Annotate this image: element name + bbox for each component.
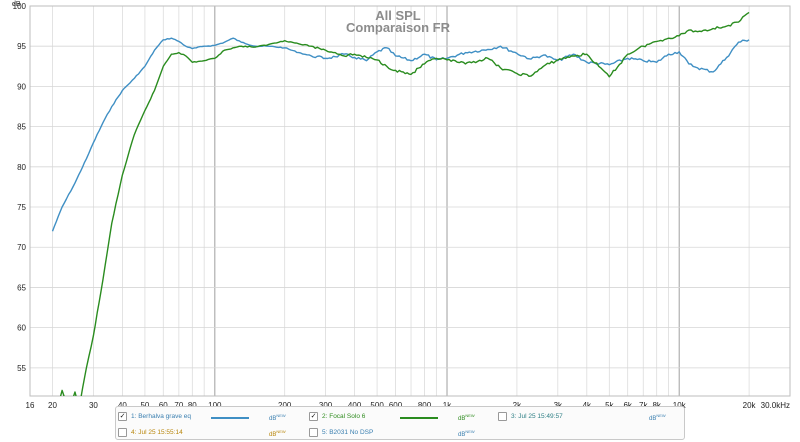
- legend-item-3[interactable]: 3: Jul 25 15:49:57: [498, 409, 563, 423]
- x-tick-label: 100: [208, 401, 222, 410]
- legend-unit-2: dBNEW: [458, 413, 475, 422]
- y-tick-label: 80: [17, 163, 26, 172]
- chart-title: All SPL: [375, 8, 421, 23]
- legend-checkbox-5[interactable]: [309, 427, 318, 437]
- legend-panel: ✓ 1: Berhalva grave eq dBNEW ✓ 2: Focal …: [115, 406, 685, 440]
- x-tick-label: 800: [418, 401, 432, 410]
- y-tick-label: 100: [13, 2, 27, 11]
- x-tick-label: 30.0kHz: [761, 401, 790, 410]
- grid: [29, 5, 791, 397]
- x-tick-label: 7k: [639, 401, 648, 410]
- legend-item-4[interactable]: 4: Jul 25 15:55:14: [118, 425, 183, 439]
- legend-label-3: 3: Jul 25 15:49:57: [511, 412, 563, 420]
- x-tick-label: 70: [174, 401, 183, 410]
- legend-item-1[interactable]: ✓ 1: Berhalva grave eq: [118, 409, 191, 423]
- series-line-2[interactable]: [53, 11, 750, 424]
- plot-frame: [29, 5, 791, 397]
- x-tick-label: 5k: [605, 401, 614, 410]
- legend-checkbox-2[interactable]: ✓: [309, 411, 318, 421]
- x-tick-label: 6k: [623, 401, 632, 410]
- x-tick-label: 16: [26, 401, 35, 410]
- y-tick-label: 55: [17, 364, 26, 373]
- x-tick-label: 400: [348, 401, 362, 410]
- y-tick-label: 75: [17, 203, 26, 212]
- x-tick-label: 8k: [652, 401, 661, 410]
- x-tick-label: 300: [319, 401, 333, 410]
- x-tick-label: 500: [370, 401, 384, 410]
- y-tick-label: 85: [17, 123, 26, 132]
- legend-label-2: 2: Focal Solo 6: [322, 412, 366, 420]
- legend-line-swatch-1: [211, 417, 249, 419]
- y-tick-label: 65: [17, 283, 26, 292]
- legend-item-2[interactable]: ✓ 2: Focal Solo 6: [309, 409, 365, 423]
- y-tick-label: 60: [17, 324, 26, 333]
- x-tick-label: 30: [89, 401, 98, 410]
- x-tick-label: 10k: [673, 401, 687, 410]
- x-tick-label: 20: [48, 401, 57, 410]
- x-tick-label: 40: [118, 401, 127, 410]
- tick-labels: 55 60 65 70 75 80 85 90 95 100 16 20 30 40 50 60 70 80 100…: [13, 2, 790, 410]
- legend-label-1: 1: Berhalva grave eq: [131, 412, 191, 420]
- legend-unit-3: dBNEW: [649, 413, 666, 422]
- plot-background: [30, 6, 790, 396]
- x-tick-label: 1k: [443, 401, 452, 410]
- legend-label-5: 5: B2031 No DSP: [322, 428, 374, 436]
- legend-unit-5: dBNEW: [458, 429, 475, 438]
- legend-item-5[interactable]: 5: B2031 No DSP: [309, 425, 373, 439]
- legend-checkbox-4[interactable]: [118, 427, 127, 437]
- x-tick-label: 3k: [554, 401, 563, 410]
- x-tick-label: 50: [140, 401, 149, 410]
- y-tick-label: 70: [17, 243, 26, 252]
- legend-checkbox-1[interactable]: ✓: [118, 411, 127, 421]
- y-tick-label: 90: [17, 82, 26, 91]
- legend-checkbox-3[interactable]: [498, 411, 507, 421]
- legend-unit-1: dBNEW: [269, 413, 286, 422]
- y-axis-unit-label: dB: [12, 1, 21, 8]
- legend-label-4: 4: Jul 25 15:55:14: [131, 428, 183, 436]
- x-tick-label: 200: [278, 401, 292, 410]
- legend-line-swatch-2: [400, 417, 438, 419]
- series-group: [51, 11, 750, 424]
- y-tick-label: 95: [17, 42, 26, 51]
- x-tick-label: 4k: [583, 401, 592, 410]
- x-tick-label: 60: [159, 401, 168, 410]
- legend-unit-4: dBNEW: [269, 429, 286, 438]
- x-tick-label: 600: [389, 401, 403, 410]
- x-tick-label: 2k: [513, 401, 522, 410]
- x-tick-label: 20k: [743, 401, 757, 410]
- x-tick-label: 80: [188, 401, 197, 410]
- chart-subtitle: Comparaison FR: [346, 20, 451, 35]
- series-line-1[interactable]: [51, 37, 750, 232]
